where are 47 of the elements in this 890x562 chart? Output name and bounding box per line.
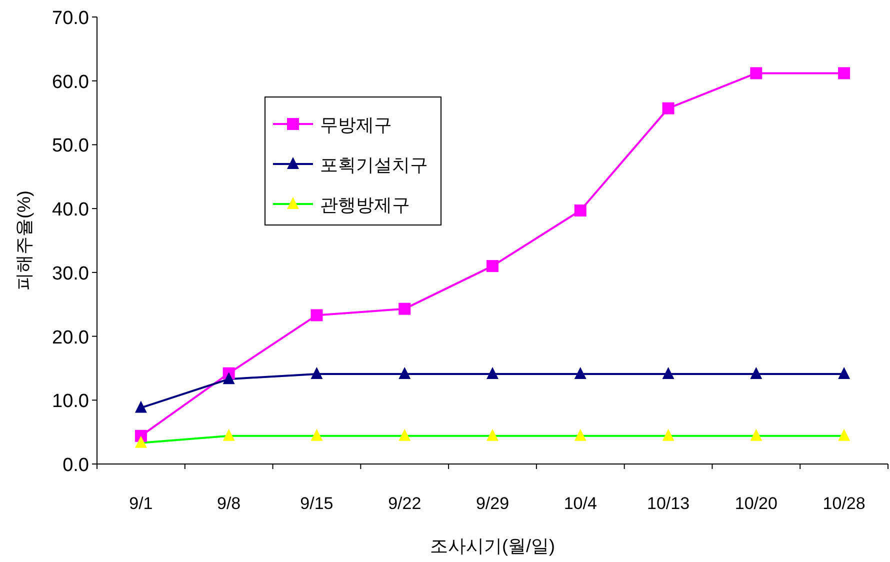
point: [750, 366, 762, 379]
point: [398, 366, 411, 379]
x-tick-label: 10/13: [647, 494, 690, 513]
x-tick-label: 9/1: [129, 494, 153, 513]
legend-label: 포획기설치구: [320, 155, 428, 175]
point: [310, 428, 323, 441]
point: [486, 366, 498, 379]
point: [662, 428, 674, 441]
point: [838, 67, 850, 80]
point: [134, 400, 147, 413]
y-tick-label: 30.0: [52, 263, 89, 284]
y-tick-label: 60.0: [52, 72, 89, 93]
point: [574, 428, 586, 441]
point: [222, 372, 235, 384]
x-axis-title: 조사시기(월/일): [430, 536, 555, 556]
x-tick-label: 10/28: [822, 494, 866, 513]
point: [838, 428, 850, 441]
x-tick-label: 9/29: [476, 494, 510, 513]
legend-label: 관행방제구: [320, 195, 410, 215]
point: [486, 428, 498, 441]
y-tick-label: 50.0: [52, 136, 89, 157]
y-tick-label: 40.0: [52, 200, 89, 221]
x-tick-label: 9/22: [388, 494, 422, 513]
point: [838, 366, 850, 379]
point: [222, 428, 235, 441]
x-tick-label: 9/15: [300, 494, 334, 513]
y-axis-title: 피해주율(%): [14, 190, 34, 290]
legend-label: 무방제구: [320, 115, 392, 135]
point: [310, 366, 323, 379]
point: [398, 302, 411, 315]
x-tick-label: 9/8: [217, 494, 241, 513]
point: [662, 366, 674, 379]
x-tick-label: 10/20: [734, 494, 778, 513]
y-tick-label: 10.0: [52, 391, 89, 412]
y-tick-label: 20.0: [52, 327, 89, 348]
point: [662, 102, 674, 114]
point: [486, 260, 498, 272]
y-tick-label: 70.0: [52, 8, 89, 29]
y-tick-label: 0.0: [62, 455, 89, 476]
point: [134, 436, 147, 448]
point: [750, 67, 762, 80]
point: [750, 428, 762, 441]
x-tick-label: 10/4: [564, 494, 597, 513]
point: [310, 309, 323, 322]
point: [574, 366, 586, 379]
point: [398, 428, 411, 441]
point: [574, 204, 586, 216]
